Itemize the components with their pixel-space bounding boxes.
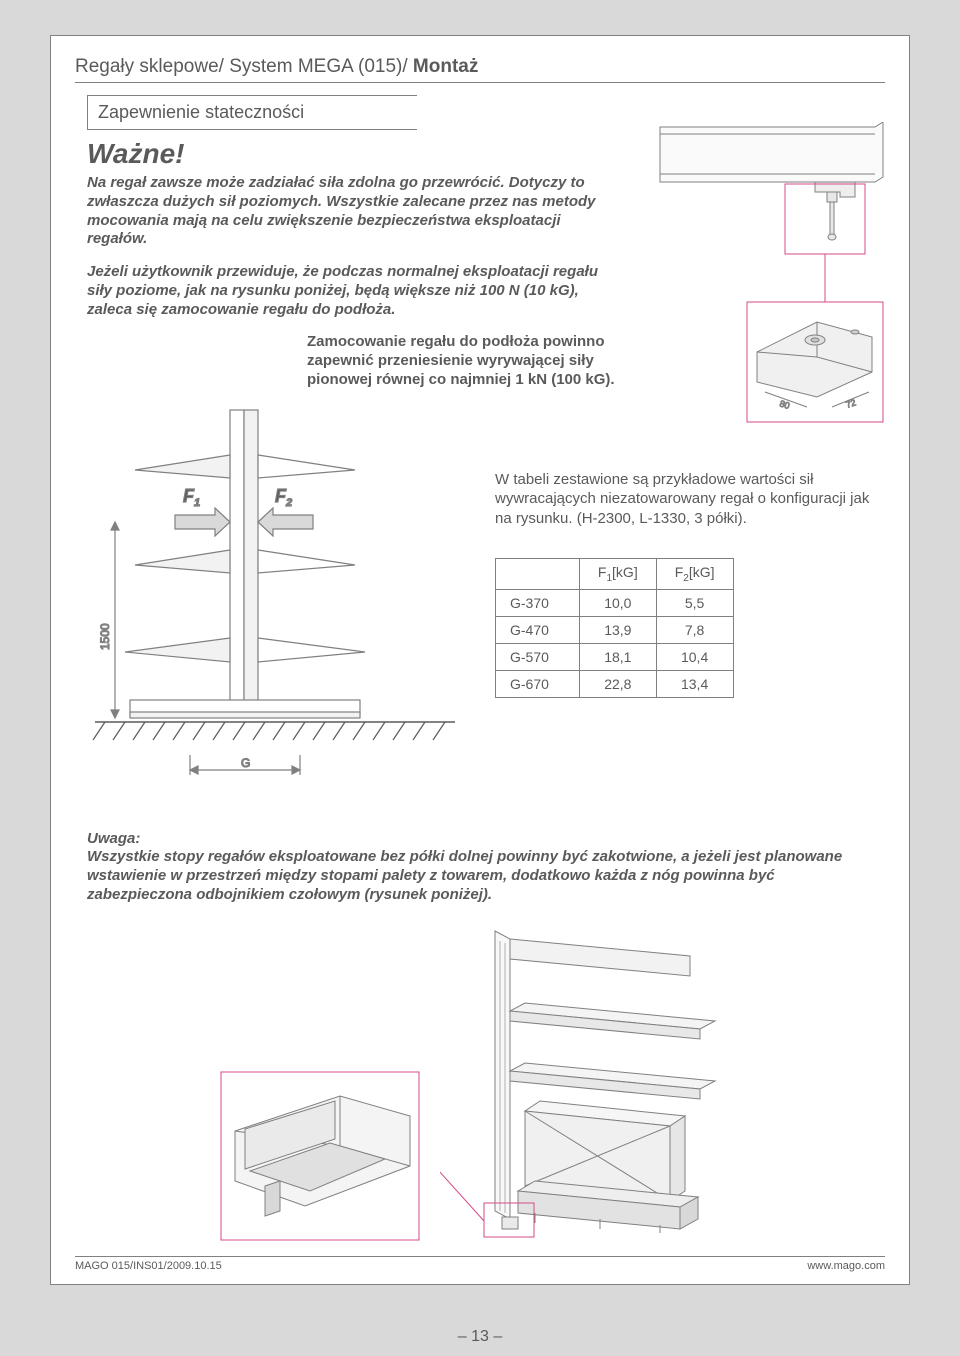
table-row: G-47013,97,8 xyxy=(496,616,734,643)
dim-G: G xyxy=(241,756,250,770)
table-row: G-67022,813,4 xyxy=(496,670,734,697)
section-title: Zapewnienie stateczności xyxy=(87,95,417,130)
zamoc-paragraph: Zamocowanie regału do podłoża powinno za… xyxy=(307,333,647,389)
anchor-illustrations: 80 72 xyxy=(655,122,885,437)
para2: Jeżeli użytkownik przewiduje, że podczas… xyxy=(87,263,627,319)
dim-1500: 1500 xyxy=(98,622,112,649)
bumper-detail-illustration xyxy=(220,1071,420,1241)
header-bold: Montaż xyxy=(413,56,478,77)
header-prefix: Regały sklepowe/ System MEGA (015)/ xyxy=(75,56,413,77)
rack-pallet-illustration xyxy=(440,921,740,1241)
intro-paragraph: Na regał zawsze może zadziałać siła zdol… xyxy=(87,174,607,249)
svg-text:F1: F1 xyxy=(183,486,200,509)
footer-right: www.mago.com xyxy=(807,1260,885,1272)
table-header-row: F1[kG] F2[kG] xyxy=(496,559,734,590)
svg-text:F2: F2 xyxy=(275,486,292,509)
page-header: Regały sklepowe/ System MEGA (015)/ Mont… xyxy=(75,56,885,83)
table-description: W tabeli zestawione są przykładowe warto… xyxy=(495,470,885,529)
uwaga-text: Wszystkie stopy regałów eksploatowane be… xyxy=(87,848,867,904)
uwaga-label: Uwaga: xyxy=(87,830,867,849)
footer-left: MAGO 015/INS01/2009.10.15 xyxy=(75,1260,222,1272)
footer: MAGO 015/INS01/2009.10.15 www.mago.com xyxy=(75,1256,885,1272)
table-row: G-57018,110,4 xyxy=(496,643,734,670)
rack-diagram: F1 F2 xyxy=(75,400,465,800)
bottom-illustrations xyxy=(75,921,885,1241)
table-row: G-37010,05,5 xyxy=(496,589,734,616)
page-frame: Regały sklepowe/ System MEGA (015)/ Mont… xyxy=(50,35,910,1285)
uwaga-block: Uwaga: Wszystkie stopy regałów eksploato… xyxy=(87,830,867,905)
page-number: – 13 – xyxy=(0,1328,960,1346)
forces-table: F1[kG] F2[kG] G-37010,05,5 G-47013,97,8 … xyxy=(495,558,734,698)
